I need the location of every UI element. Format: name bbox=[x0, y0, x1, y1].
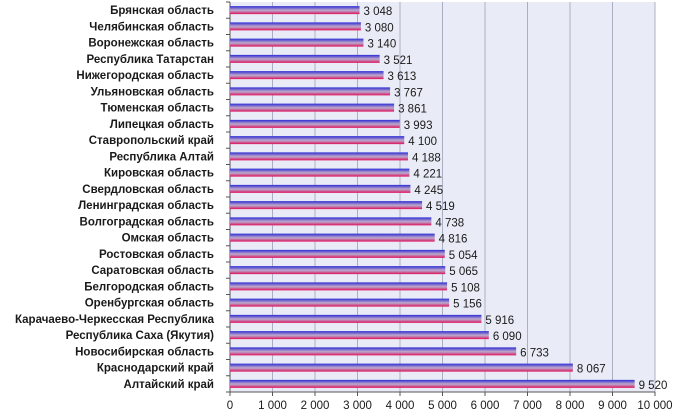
x-tick-label: 0 bbox=[227, 400, 233, 412]
data-label: 4 188 bbox=[412, 152, 441, 164]
category-label: Краснодарский край bbox=[97, 363, 214, 375]
data-label: 4 100 bbox=[408, 136, 437, 148]
category-label: Воронежская область bbox=[88, 38, 214, 50]
data-label: 3 140 bbox=[367, 39, 396, 51]
data-label: 6 090 bbox=[493, 331, 522, 343]
category-label: Саратовская область bbox=[91, 265, 214, 277]
bar bbox=[230, 168, 410, 177]
x-tick-label: 9 000 bbox=[598, 400, 627, 412]
category-label: Республика Саха (Якутия) bbox=[66, 330, 215, 342]
data-label: 3 613 bbox=[388, 71, 417, 83]
bar bbox=[230, 87, 391, 96]
bar bbox=[230, 136, 405, 145]
data-label: 4 245 bbox=[414, 185, 443, 197]
category-label: Кировская область bbox=[104, 168, 214, 180]
data-label: 5 054 bbox=[449, 250, 478, 262]
data-label: 3 080 bbox=[365, 22, 394, 34]
category-label: Карачаево-Черкесская Республика bbox=[15, 314, 215, 326]
bar bbox=[230, 201, 423, 210]
data-label: 3 048 bbox=[364, 6, 393, 18]
bar bbox=[230, 103, 395, 112]
category-label: Тюменская область bbox=[101, 103, 214, 115]
x-tick-label: 4 000 bbox=[386, 400, 415, 412]
bar bbox=[230, 363, 573, 372]
data-label: 4 738 bbox=[435, 217, 464, 229]
category-label: Челябинская область bbox=[89, 21, 214, 33]
data-label: 4 221 bbox=[413, 169, 442, 181]
data-label: 3 861 bbox=[398, 104, 427, 116]
data-label: 3 521 bbox=[384, 55, 413, 67]
category-label: Брянская область bbox=[110, 5, 214, 17]
bar bbox=[230, 71, 384, 80]
category-label: Оренбургская область bbox=[85, 298, 214, 310]
x-tick-label: 1 000 bbox=[258, 400, 287, 412]
plot-area: 0 1 000 2 000 3 000 4 000 5 000 6 000 7 000 8 00… bbox=[15, 1, 673, 412]
data-label: 9 520 bbox=[639, 380, 668, 392]
category-label: Омская область bbox=[122, 233, 214, 245]
x-tick-label: 3 000 bbox=[343, 400, 372, 412]
category-label: Волгоградская область bbox=[80, 216, 214, 228]
category-label: Ульяновская область bbox=[91, 86, 214, 98]
x-tick-label: 6 000 bbox=[471, 400, 500, 412]
category-label: Республика Татарстан bbox=[87, 54, 215, 66]
data-label: 4 816 bbox=[439, 234, 468, 246]
data-label: 8 067 bbox=[577, 364, 606, 376]
bar bbox=[230, 379, 635, 388]
bar bbox=[230, 314, 482, 323]
data-label: 5 108 bbox=[451, 282, 480, 294]
bar bbox=[230, 331, 489, 340]
category-label: Ленинградская область bbox=[78, 200, 214, 212]
category-label: Свердловская область bbox=[82, 184, 214, 196]
data-label: 5 916 bbox=[485, 315, 514, 327]
x-tick-label: 7 000 bbox=[513, 400, 542, 412]
x-tick-label: 10 000 bbox=[637, 400, 672, 412]
bar bbox=[230, 282, 448, 291]
bar bbox=[230, 249, 445, 258]
category-label: Ставропольский край bbox=[89, 135, 214, 147]
category-label: Новосибирская область bbox=[75, 346, 214, 358]
bar bbox=[230, 298, 450, 307]
bar bbox=[230, 6, 360, 15]
bar bbox=[230, 22, 361, 31]
data-label: 6 733 bbox=[520, 347, 549, 359]
bar bbox=[230, 266, 446, 275]
data-label: 4 519 bbox=[426, 201, 455, 213]
category-label: Липецкая область bbox=[110, 119, 214, 131]
bar bbox=[230, 217, 432, 226]
bar bbox=[230, 233, 435, 242]
x-tick-label: 5 000 bbox=[428, 400, 457, 412]
data-label: 3 993 bbox=[404, 120, 433, 132]
category-label: Ростовская область bbox=[99, 249, 214, 261]
category-label: Нижегородская область bbox=[76, 70, 214, 82]
bar bbox=[230, 184, 411, 193]
bar bbox=[230, 38, 364, 47]
data-label: 5 156 bbox=[453, 299, 482, 311]
bar bbox=[230, 152, 408, 161]
category-label: Алтайский край bbox=[124, 379, 214, 391]
bar bbox=[230, 54, 380, 63]
category-label: Белгородская область bbox=[84, 281, 214, 293]
bar bbox=[230, 119, 400, 128]
x-tick-label: 2 000 bbox=[301, 400, 330, 412]
data-label: 5 065 bbox=[449, 266, 478, 278]
data-label: 3 767 bbox=[394, 87, 423, 99]
x-tick-label: 8 000 bbox=[556, 400, 585, 412]
bar bbox=[230, 347, 517, 356]
category-label: Республика Алтай bbox=[109, 151, 214, 163]
